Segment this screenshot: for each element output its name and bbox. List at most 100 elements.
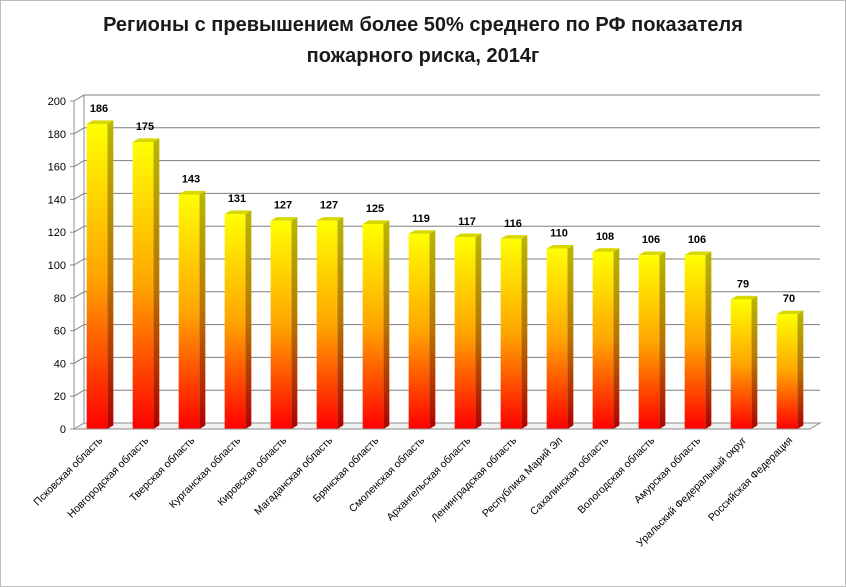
data-label: 127 xyxy=(274,200,292,212)
bar-front xyxy=(316,220,338,429)
gridline xyxy=(73,389,820,397)
data-label: 116 xyxy=(504,218,522,230)
bar: 175 xyxy=(132,121,160,429)
bar: 106 xyxy=(684,234,712,429)
data-label: 175 xyxy=(136,121,154,133)
x-tick-label: Архангельская область xyxy=(384,434,473,523)
bar-side xyxy=(659,251,666,429)
y-tick-label: 20 xyxy=(54,391,66,403)
bar-top xyxy=(86,120,114,124)
bar: 127 xyxy=(270,200,298,429)
bar: 116 xyxy=(500,218,528,429)
data-label: 117 xyxy=(458,216,476,228)
bar-front xyxy=(270,220,292,429)
data-label: 143 xyxy=(182,173,200,185)
bar-top xyxy=(454,233,482,238)
bar-side xyxy=(567,245,574,429)
bar-front xyxy=(776,314,798,429)
bar-front xyxy=(500,238,522,429)
bar-side xyxy=(199,190,206,429)
bar-side xyxy=(245,210,252,429)
bar: 119 xyxy=(408,213,436,429)
bar-side xyxy=(291,217,298,429)
bar-front xyxy=(730,299,752,429)
bar-side xyxy=(751,295,758,429)
bar-side xyxy=(705,251,712,429)
bar: 125 xyxy=(362,203,390,429)
y-tick-label: 0 xyxy=(60,424,66,436)
bar-top xyxy=(224,210,252,215)
bar-front xyxy=(86,123,108,430)
bar-top xyxy=(316,217,344,221)
gridline xyxy=(73,324,820,332)
y-tick-label: 40 xyxy=(54,358,66,370)
data-label: 106 xyxy=(642,234,660,246)
data-label: 127 xyxy=(320,200,338,212)
bar-front xyxy=(638,255,660,429)
bar-front xyxy=(224,214,246,429)
data-label: 186 xyxy=(90,103,108,115)
bar-front xyxy=(546,248,568,429)
bar: 79 xyxy=(730,278,758,429)
x-tick-label: Сахалинская область xyxy=(528,434,612,518)
chart-title-line-1: Регионы с превышением более 50% среднего… xyxy=(103,14,743,36)
gridline xyxy=(73,291,820,299)
bars: 186 175 143 131 127 127 125 119 117 116 110 108 106 1… xyxy=(86,103,804,430)
bar-top xyxy=(500,235,528,239)
bar-top xyxy=(270,217,298,221)
data-label: 119 xyxy=(412,213,430,225)
bar-top xyxy=(408,230,436,234)
bar: 117 xyxy=(454,216,482,429)
y-tick-label: 200 xyxy=(48,96,66,108)
data-label: 125 xyxy=(366,203,384,215)
bar: 70 xyxy=(776,293,804,429)
bar-top xyxy=(178,190,206,195)
bar: 110 xyxy=(546,228,574,429)
chart-title-line-2: пожарного риска, 2014г xyxy=(306,45,540,67)
bar-side xyxy=(153,138,160,429)
bar-top xyxy=(546,245,574,249)
bar-top xyxy=(362,220,390,224)
bar-side xyxy=(383,220,390,429)
bar: 186 xyxy=(86,103,114,430)
bar-side xyxy=(337,217,344,429)
y-tick-label: 120 xyxy=(48,227,66,239)
y-tick-label: 180 xyxy=(48,129,66,141)
gridline xyxy=(73,258,820,266)
bar: 131 xyxy=(224,193,252,429)
x-tick-label: Республика Марий Эл xyxy=(480,435,565,520)
x-tick-label: Новгородская область xyxy=(65,434,151,520)
bar-top xyxy=(592,248,620,252)
gridlines xyxy=(73,94,820,397)
bar-front xyxy=(592,251,614,429)
bar-front xyxy=(454,237,476,429)
bar: 143 xyxy=(178,173,206,429)
x-tick-label: Ленинградская область xyxy=(429,434,519,524)
y-tick-label: 160 xyxy=(48,162,66,174)
data-label: 106 xyxy=(688,234,706,246)
bar-front xyxy=(408,233,430,429)
x-tick-label: Магаданская область xyxy=(252,434,335,517)
gridline xyxy=(73,94,820,102)
x-tick-label: Вологодская область xyxy=(575,434,657,516)
gridline xyxy=(73,225,820,233)
y-tick-label: 140 xyxy=(48,194,66,206)
bar-side xyxy=(613,248,620,429)
y-axis: 0 20 40 60 80 100 120 140 160 180 200 xyxy=(48,96,74,436)
y-tick-label: 80 xyxy=(54,293,66,305)
y-tick-label: 100 xyxy=(48,260,66,272)
bar-side xyxy=(797,310,804,429)
bar-top xyxy=(776,310,804,315)
bar-top xyxy=(684,251,712,256)
gridline xyxy=(73,356,820,364)
bar: 106 xyxy=(638,234,666,429)
bar-side xyxy=(475,233,482,429)
bar-top xyxy=(132,138,160,142)
bar-side xyxy=(107,120,114,430)
bar-side xyxy=(521,235,528,429)
bar-top xyxy=(730,295,758,300)
gridline xyxy=(73,160,820,168)
y-tick-label: 60 xyxy=(54,326,66,338)
